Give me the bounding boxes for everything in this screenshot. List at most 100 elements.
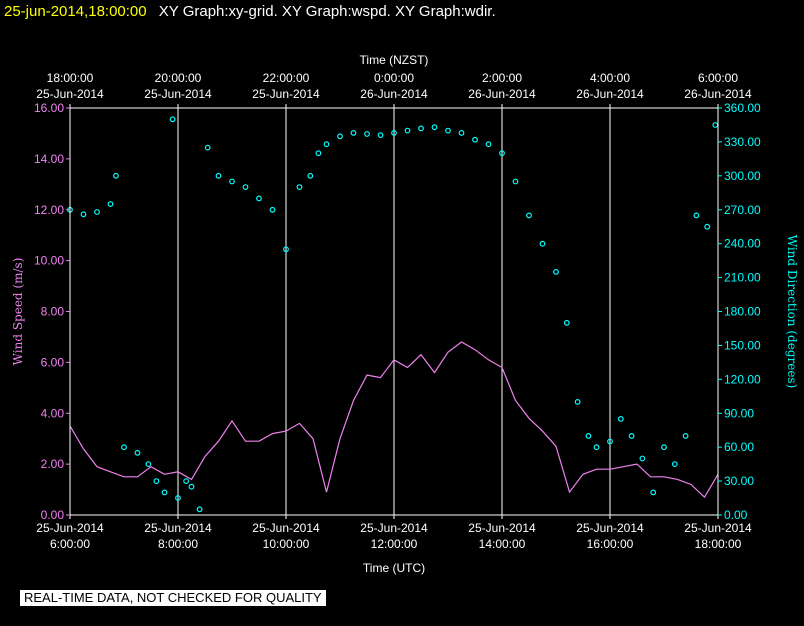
data-point-wind-direction <box>364 131 370 137</box>
x-tick-label-bottom-time: 18:00:00 <box>695 537 742 551</box>
y-left-tick-label: 0.00 <box>41 508 65 522</box>
quality-notice: REAL-TIME DATA, NOT CHECKED FOR QUALITY <box>20 590 326 606</box>
data-point-wind-direction <box>671 461 678 468</box>
data-point-wind-direction <box>323 141 330 148</box>
x-tick-label-top-time: 18:00:00 <box>47 71 94 85</box>
series-layer <box>67 116 719 513</box>
x-axis-title-top: Time (NZST) <box>360 53 429 67</box>
y-left-tick-label: 4.00 <box>41 406 65 420</box>
y-right-tick-label: 180.00 <box>724 305 761 319</box>
x-tick-label-top-date: 26-Jun-2014 <box>360 87 428 101</box>
y-right-tick-label: 360.00 <box>724 101 761 115</box>
y-right-tick-label: 60.00 <box>724 440 754 454</box>
grid-lines <box>177 108 611 515</box>
y-right-tick-label: 270.00 <box>724 203 761 217</box>
x-tick-label-bottom-time: 8:00:00 <box>158 537 198 551</box>
data-point-wind-direction <box>337 133 343 140</box>
x-axis-title-bottom: Time (UTC) <box>363 561 425 575</box>
x-tick-label-bottom-time: 12:00:00 <box>371 537 418 551</box>
data-point-wind-direction <box>229 178 235 185</box>
y-right-tick-label: 150.00 <box>724 338 761 352</box>
data-point-wind-direction <box>169 116 176 123</box>
data-point-wind-direction <box>650 489 657 496</box>
x-tick-label-top-time: 22:00:00 <box>263 71 310 85</box>
data-point-wind-direction <box>628 433 635 439</box>
x-tick-label-top-date: 25-Jun-2014 <box>252 87 320 101</box>
data-point-wind-direction <box>661 444 667 451</box>
x-tick-label-bottom-time: 6:00:00 <box>50 537 90 551</box>
chart-header: 25-jun-2014,18:00:00 XY Graph:xy-grid. X… <box>4 3 496 20</box>
y-right-tick-label: 240.00 <box>724 237 761 251</box>
x-tick-label-bottom-date: 25-Jun-2014 <box>144 521 212 535</box>
data-point-wind-direction <box>404 127 411 134</box>
x-tick-label-top-time: 2:00:00 <box>482 71 522 85</box>
data-point-wind-direction <box>593 444 600 451</box>
x-tick-label-bottom-date: 25-Jun-2014 <box>252 521 320 535</box>
data-point-wind-direction <box>134 449 141 456</box>
data-point-wind-direction <box>512 178 519 185</box>
data-point-wind-direction <box>639 455 646 462</box>
data-point-wind-direction <box>242 184 249 191</box>
y-left-tick-label: 2.00 <box>41 457 65 471</box>
data-point-wind-direction <box>585 433 592 439</box>
data-point-wind-direction <box>445 127 451 134</box>
y-left-tick-label: 8.00 <box>41 305 65 319</box>
data-point-wind-direction <box>391 129 397 136</box>
y-right-tick-label: 90.00 <box>724 406 754 420</box>
data-point-wind-direction <box>458 129 465 136</box>
data-point-wind-direction <box>712 122 719 128</box>
data-point-wind-direction <box>269 206 276 213</box>
data-point-wind-direction <box>607 438 613 445</box>
data-point-wind-direction <box>563 319 570 326</box>
x-tick-label-top-time: 20:00:00 <box>155 71 202 85</box>
data-point-wind-direction <box>307 172 314 179</box>
x-tick-label-bottom-date: 25-Jun-2014 <box>576 521 644 535</box>
x-tick-label-top-date: 26-Jun-2014 <box>468 87 536 101</box>
x-tick-label-top-time: 4:00:00 <box>590 71 630 85</box>
y-left-tick-label: 12.00 <box>34 203 64 217</box>
y-axis-title-right: Wind Direction (degrees) <box>785 235 799 389</box>
y-left-tick-label: 14.00 <box>34 152 64 166</box>
x-tick-label-bottom-time: 10:00:00 <box>263 537 310 551</box>
axes-layer: 25-Jun-2014 6:00:00 18:00:00 25-Jun-2014 25-… <box>11 53 799 575</box>
data-point-wind-direction <box>145 461 152 468</box>
data-point-wind-direction <box>215 172 222 179</box>
data-point-wind-direction <box>472 136 478 143</box>
x-tick-label-bottom-date: 25-Jun-2014 <box>684 521 752 535</box>
y-left-tick-label: 10.00 <box>34 254 64 268</box>
header-date: 25-jun-2014,18:00:00 <box>4 3 147 20</box>
data-point-wind-direction <box>121 444 127 451</box>
data-point-wind-direction <box>296 184 303 191</box>
data-point-wind-direction <box>153 478 160 485</box>
data-point-wind-direction <box>283 246 289 253</box>
x-tick-label-bottom-time: 14:00:00 <box>479 537 526 551</box>
y-right-tick-label: 120.00 <box>724 372 761 386</box>
data-point-wind-direction <box>196 506 203 513</box>
x-tick-label-bottom-date: 25-Jun-2014 <box>468 521 536 535</box>
x-tick-label-top-time: 0:00:00 <box>374 71 414 85</box>
x-tick-label-top-date: 26-Jun-2014 <box>576 87 644 101</box>
data-point-wind-direction <box>704 223 711 230</box>
data-point-wind-direction <box>553 269 559 275</box>
header-graph-names: XY Graph:xy-grid. XY Graph:wspd. XY Grap… <box>158 3 496 20</box>
y-left-tick-label: 6.00 <box>41 355 65 369</box>
data-point-wind-direction <box>107 201 114 208</box>
data-point-wind-direction <box>499 150 505 157</box>
data-point-wind-direction <box>204 144 211 151</box>
y-right-tick-label: 330.00 <box>724 135 761 149</box>
y-axis-title-left: Wind Speed (m/s) <box>11 258 25 366</box>
data-point-wind-direction <box>418 125 424 132</box>
x-tick-label-top-date: 26-Jun-2014 <box>684 87 752 101</box>
x-tick-label-top-date: 25-Jun-2014 <box>36 87 104 101</box>
x-tick-label-bottom-time: 16:00:00 <box>587 537 634 551</box>
data-point-wind-direction <box>526 212 532 219</box>
data-point-wind-direction <box>682 433 689 439</box>
data-point-wind-direction <box>183 478 190 485</box>
data-point-wind-direction <box>617 416 624 422</box>
data-point-wind-direction <box>112 172 119 179</box>
y-left-tick-label: 16.00 <box>34 101 64 115</box>
data-point-wind-direction <box>94 209 100 215</box>
x-tick-label-bottom-date: 25-Jun-2014 <box>360 521 428 535</box>
data-point-wind-direction <box>574 399 581 405</box>
